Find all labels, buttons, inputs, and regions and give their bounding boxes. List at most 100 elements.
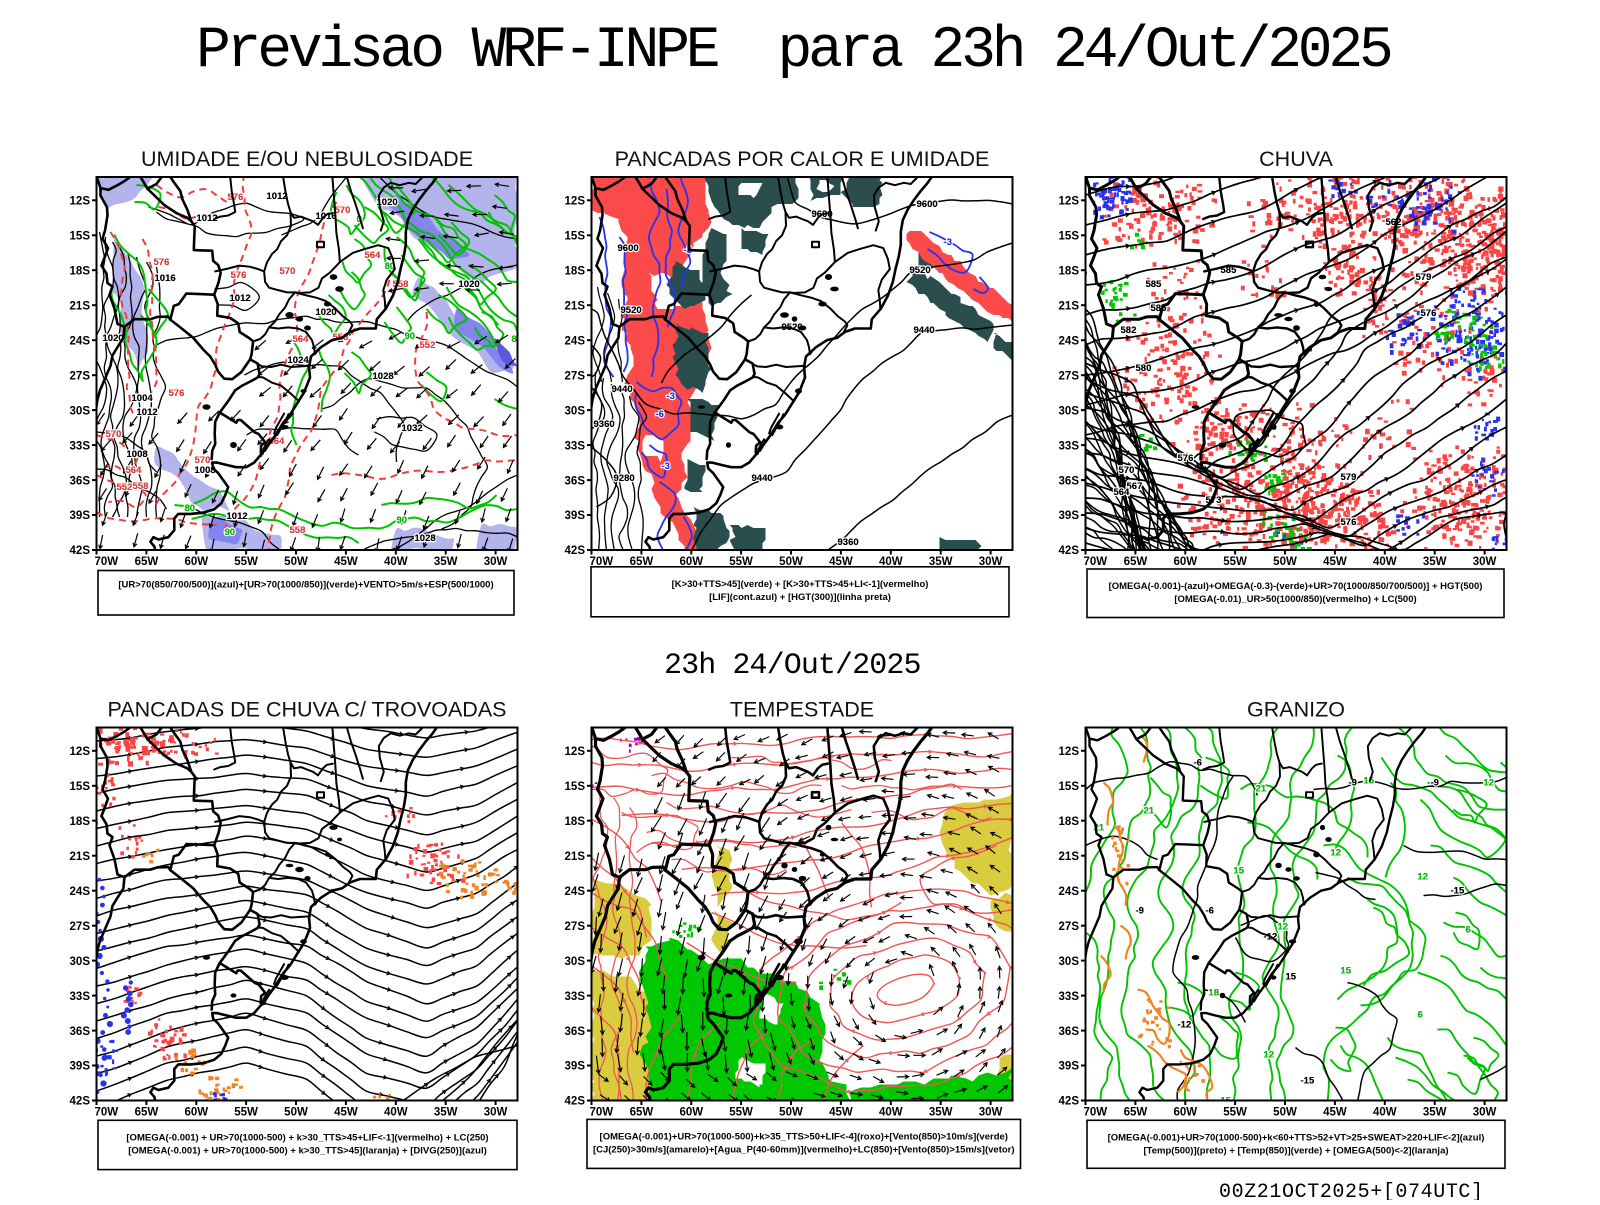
- svg-text:1028: 1028: [415, 533, 436, 544]
- svg-text:12: 12: [1264, 1050, 1275, 1061]
- svg-text:-3: -3: [662, 461, 670, 472]
- svg-text:-9: -9: [1431, 778, 1439, 789]
- svg-text:9600: 9600: [618, 243, 639, 254]
- svg-text:1020: 1020: [316, 307, 337, 318]
- svg-text:1012: 1012: [137, 407, 158, 418]
- svg-text:564: 564: [1114, 487, 1131, 498]
- svg-text:9520: 9520: [621, 305, 642, 316]
- svg-text:80: 80: [512, 334, 523, 345]
- svg-text:576: 576: [1421, 308, 1437, 319]
- svg-text:[OMEGA(-0.001)+UR>70(1000-500): [OMEGA(-0.001)+UR>70(1000-500)+k>35_TTS>…: [600, 1131, 1008, 1142]
- svg-text:558: 558: [133, 481, 149, 492]
- svg-text:1020: 1020: [459, 279, 480, 290]
- svg-text:9440: 9440: [612, 384, 633, 395]
- svg-text:1016: 1016: [316, 211, 337, 222]
- svg-text:[OMEGA(-0.01)_UR>50(1000/850)(: [OMEGA(-0.01)_UR>50(1000/850)(vermelho) …: [1174, 594, 1416, 605]
- svg-text:9600: 9600: [917, 199, 938, 210]
- svg-text:9360: 9360: [594, 419, 615, 430]
- svg-text:12: 12: [1484, 778, 1495, 789]
- svg-text:570: 570: [335, 205, 351, 216]
- svg-text:1004: 1004: [132, 393, 154, 404]
- svg-text:[OMEGA(-0.001) + UR>70(1000-50: [OMEGA(-0.001) + UR>70(1000-500) + k>30_…: [126, 1132, 488, 1143]
- svg-text:CHUVA: CHUVA: [1259, 147, 1333, 171]
- svg-text:1012: 1012: [267, 191, 288, 202]
- svg-text:570: 570: [1119, 465, 1135, 476]
- svg-text:570: 570: [335, 205, 351, 216]
- svg-text:-6: -6: [1206, 906, 1214, 917]
- svg-text:21: 21: [1094, 823, 1105, 834]
- svg-text:1012: 1012: [230, 293, 251, 304]
- svg-text:90: 90: [397, 515, 408, 526]
- svg-text:-3: -3: [667, 391, 675, 402]
- svg-text:564: 564: [365, 250, 382, 261]
- svg-text:-15: -15: [1301, 1076, 1315, 1087]
- svg-text:552: 552: [420, 340, 436, 351]
- svg-text:570: 570: [280, 266, 296, 277]
- svg-text:576: 576: [1178, 453, 1194, 464]
- svg-text:9440: 9440: [914, 325, 935, 336]
- svg-text:12: 12: [1264, 1050, 1275, 1061]
- svg-text:[CJ(250)>30m/s](amarelo)+[Agua: [CJ(250)>30m/s](amarelo)+[Agua_P(40-60mm…: [593, 1144, 1015, 1155]
- svg-text:-9: -9: [1431, 778, 1439, 789]
- svg-text:-12: -12: [1178, 1020, 1192, 1031]
- svg-text:12: 12: [1331, 848, 1342, 859]
- svg-text:579: 579: [1416, 272, 1432, 283]
- svg-text:GRANIZO: GRANIZO: [1247, 698, 1345, 722]
- svg-text:579: 579: [1416, 272, 1432, 283]
- svg-text:-9: -9: [1136, 906, 1144, 917]
- svg-text:9600: 9600: [917, 199, 938, 210]
- svg-text:-6: -6: [1194, 758, 1202, 769]
- svg-text:9360: 9360: [838, 537, 859, 548]
- svg-text:9360: 9360: [594, 419, 615, 430]
- svg-text:1008: 1008: [127, 449, 148, 460]
- svg-text:90: 90: [405, 331, 416, 342]
- svg-text:[OMEGA(-0.001)+UR>70(1000-500): [OMEGA(-0.001)+UR>70(1000-500)+k<60+TTS>…: [1108, 1132, 1485, 1143]
- svg-text:576: 576: [231, 270, 247, 281]
- svg-text:558: 558: [393, 279, 409, 290]
- svg-text:1020: 1020: [103, 333, 124, 344]
- svg-text:564: 564: [293, 334, 310, 345]
- svg-text:[K>30+TTS>45](verde) + [K>30+T: [K>30+TTS>45](verde) + [K>30+TTS>45+LI<-…: [672, 579, 929, 590]
- svg-text:1012: 1012: [230, 293, 251, 304]
- svg-text:576: 576: [1341, 517, 1357, 528]
- svg-text:567: 567: [1127, 481, 1143, 492]
- svg-text:80: 80: [185, 503, 196, 514]
- svg-text:576: 576: [169, 388, 185, 399]
- svg-text:12: 12: [1418, 872, 1429, 883]
- svg-text:570: 570: [106, 429, 122, 440]
- svg-text:1012: 1012: [227, 511, 248, 522]
- svg-text:580: 580: [1136, 363, 1152, 374]
- svg-text:576: 576: [169, 388, 185, 399]
- svg-text:573: 573: [1206, 495, 1222, 506]
- svg-text:12: 12: [1278, 922, 1289, 933]
- svg-text:1028: 1028: [373, 371, 394, 382]
- svg-text:580: 580: [1136, 363, 1152, 374]
- svg-text:585: 585: [1151, 303, 1168, 314]
- svg-text:-9: -9: [1349, 778, 1357, 789]
- svg-text:0: 0: [357, 214, 362, 225]
- svg-text:1028: 1028: [373, 371, 394, 382]
- svg-text:1004: 1004: [132, 393, 154, 404]
- svg-text:1012: 1012: [197, 213, 218, 224]
- svg-text:12: 12: [1484, 778, 1495, 789]
- svg-text:552: 552: [117, 482, 133, 493]
- svg-text:9440: 9440: [612, 384, 633, 395]
- svg-text:12: 12: [1278, 922, 1289, 933]
- svg-text:1008: 1008: [195, 465, 216, 476]
- svg-text:15: 15: [1341, 966, 1352, 977]
- svg-text:1020: 1020: [316, 307, 337, 318]
- svg-text:-15: -15: [1451, 886, 1465, 897]
- svg-text:-3: -3: [944, 237, 952, 248]
- svg-text:552: 552: [117, 482, 133, 493]
- svg-text:1020: 1020: [459, 279, 480, 290]
- svg-text:[OMEGA(-0.001) + UR>70(1000-50: [OMEGA(-0.001) + UR>70(1000-500) + k>30_…: [128, 1145, 487, 1156]
- svg-text:23h 24/Out/2025: 23h 24/Out/2025: [664, 649, 921, 683]
- svg-text:1032: 1032: [402, 423, 423, 434]
- svg-text:21: 21: [1144, 806, 1155, 817]
- svg-text:570: 570: [106, 429, 122, 440]
- svg-text:21: 21: [1256, 784, 1267, 795]
- svg-text:576: 576: [231, 270, 247, 281]
- svg-text:15: 15: [1221, 1096, 1232, 1107]
- svg-text:-9: -9: [1136, 906, 1144, 917]
- svg-text:PANCADAS DE CHUVA C/ TROVOADAS: PANCADAS DE CHUVA C/ TROVOADAS: [107, 698, 506, 722]
